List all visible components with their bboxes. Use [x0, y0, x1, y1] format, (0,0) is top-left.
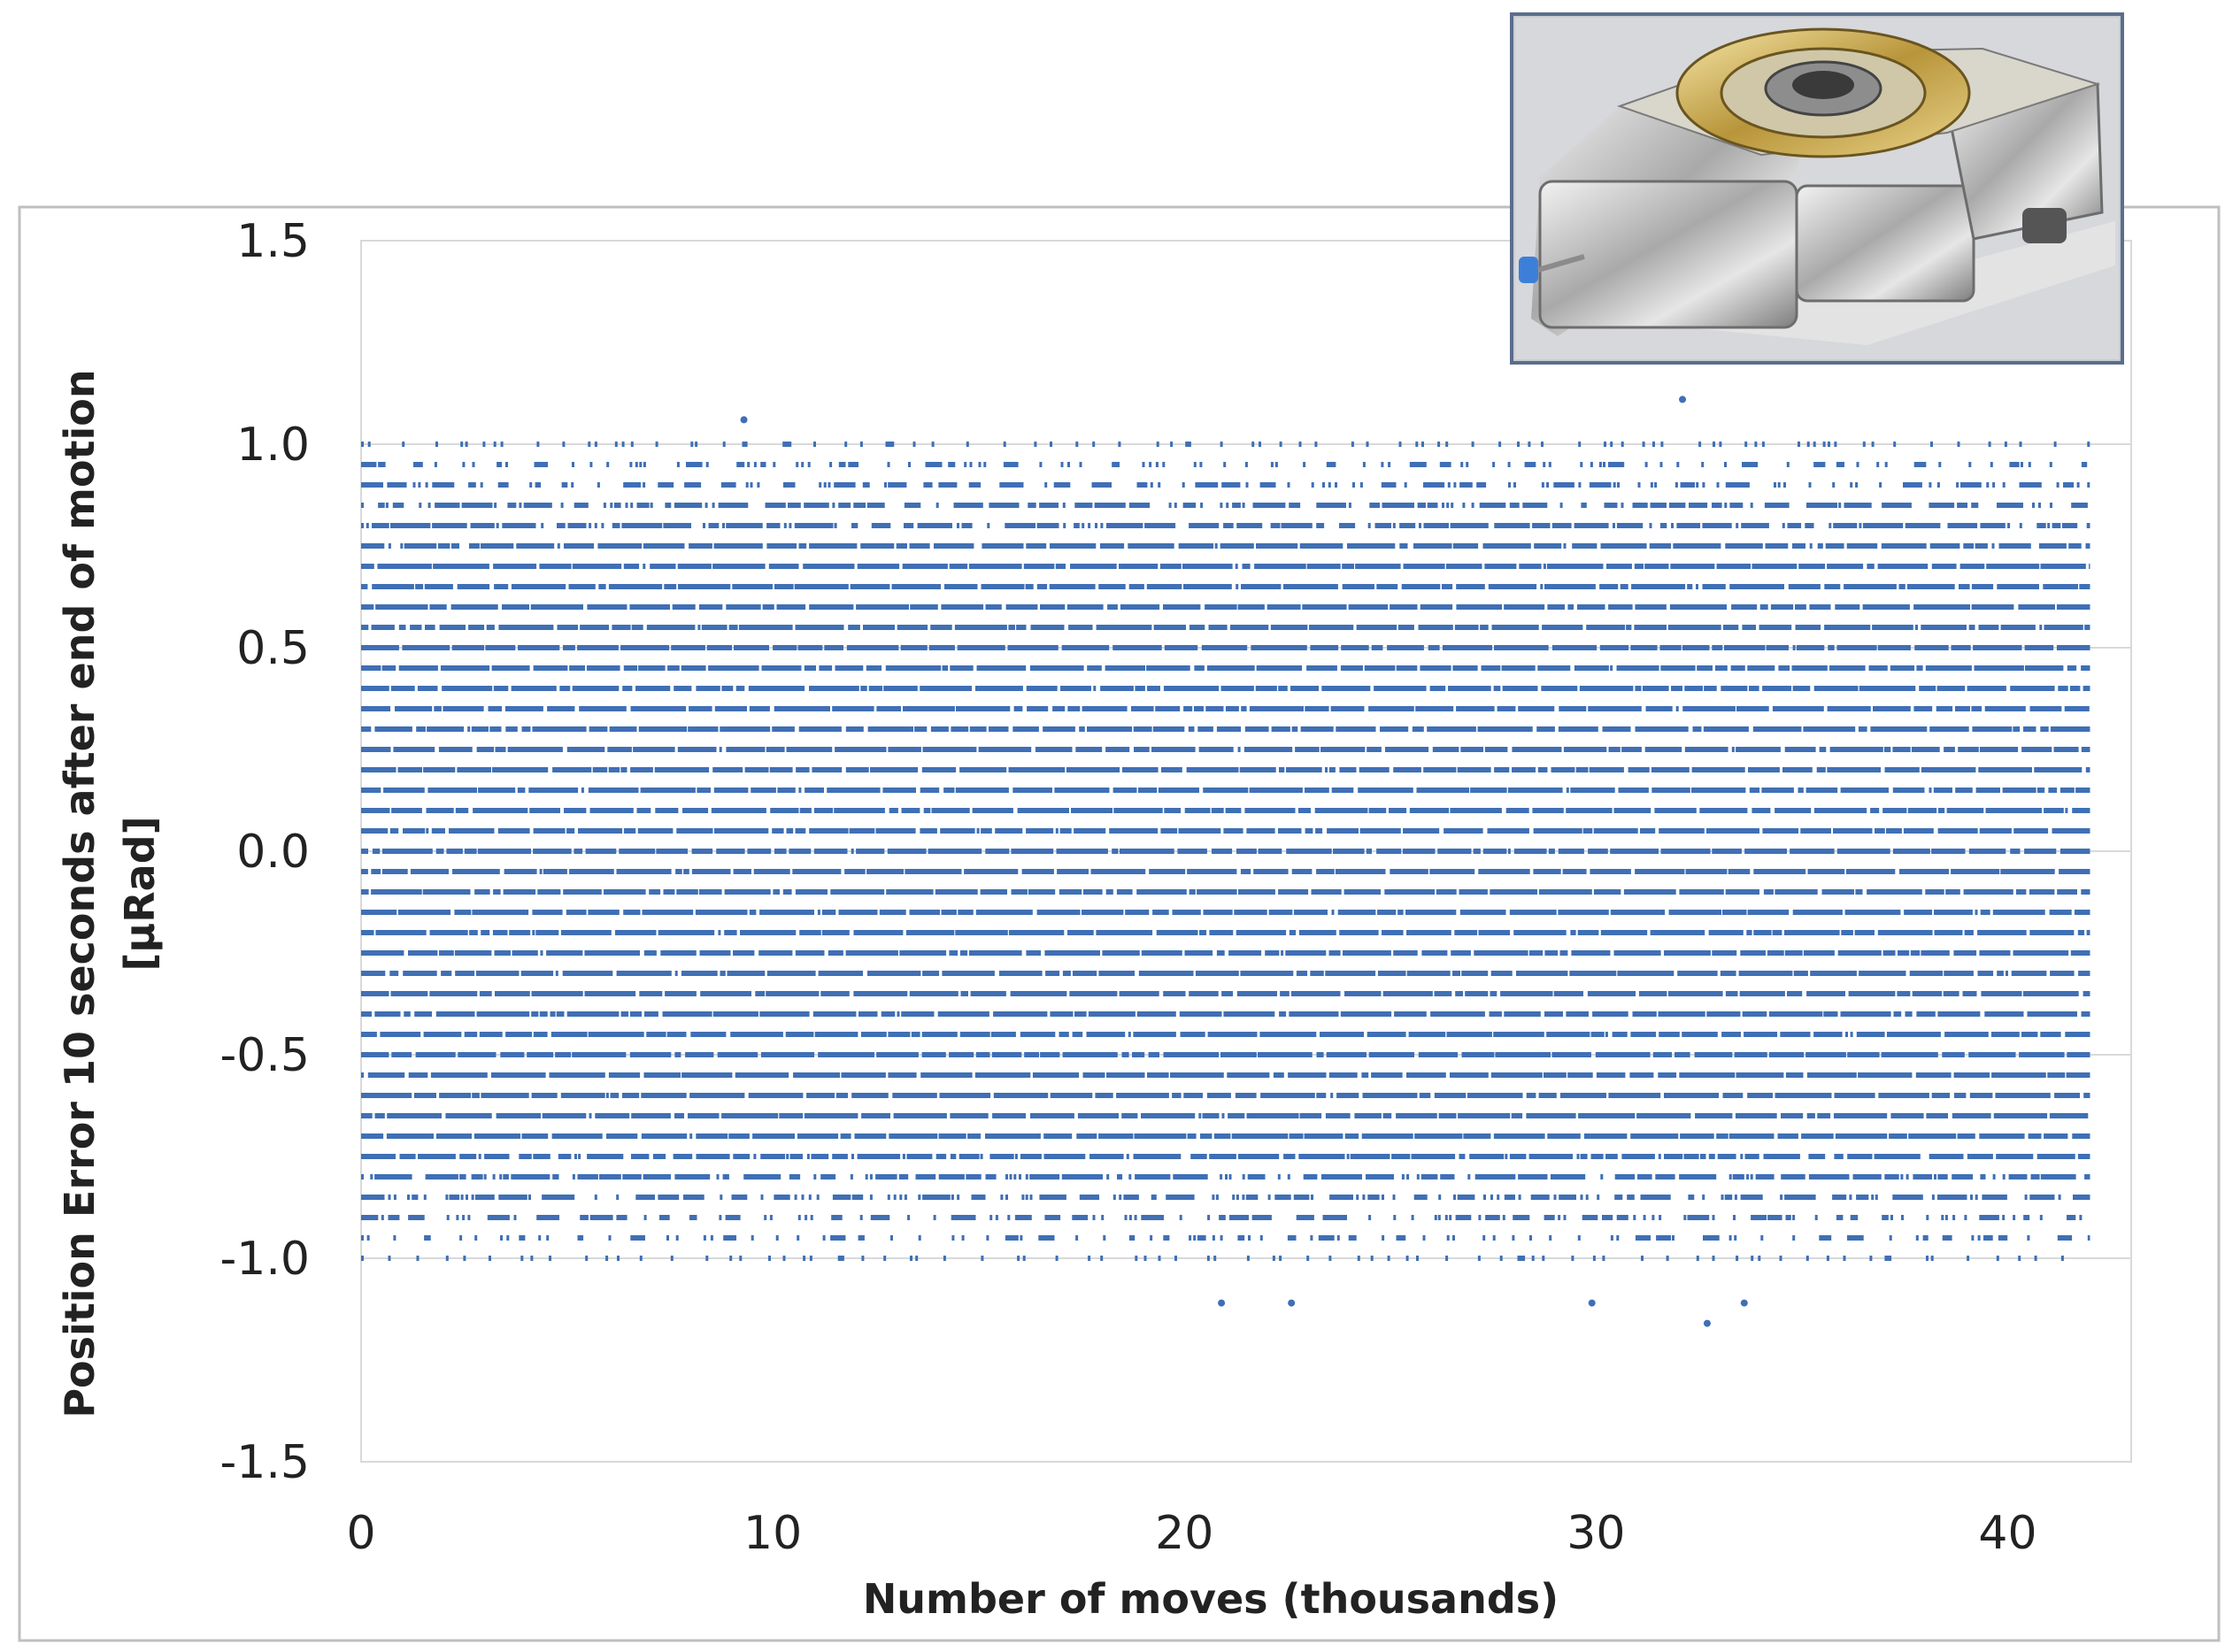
outlier-point [740, 416, 748, 424]
x-axis-title: Number of moves (thousands) [863, 1575, 1559, 1623]
y-axis-title-unit: [µRad] [116, 816, 164, 971]
outlier-point [1679, 396, 1687, 403]
x-tick-label: 40 [1978, 1507, 2036, 1560]
y-tick-label: 1.5 [236, 215, 310, 268]
y-axis-tick-labels: 1.5 1.0 0.5 0.0 -0.5 -1.0 -1.5 [220, 215, 310, 1489]
y-tick-label: 0.5 [236, 622, 310, 675]
x-tick-label: 30 [1567, 1507, 1625, 1560]
y-tick-label: -0.5 [220, 1029, 310, 1082]
outlier-point [1288, 1299, 1296, 1307]
y-tick-label: -1.0 [220, 1233, 310, 1286]
y-axis-title: Position Error 10 seconds after end of m… [56, 369, 104, 1418]
outlier-points [740, 396, 1748, 1327]
outlier-point [1218, 1299, 1226, 1307]
y-tick-label: 0.0 [236, 826, 310, 879]
y-tick-label: -1.5 [220, 1436, 310, 1489]
y-tick-label: 1.0 [236, 419, 310, 472]
x-tick-label: 20 [1155, 1507, 1213, 1560]
x-tick-label: 10 [743, 1507, 802, 1560]
x-axis-tick-labels: 0 10 20 30 40 [346, 1507, 2036, 1560]
outlier-point [1740, 1299, 1748, 1307]
outlier-point [1703, 1319, 1711, 1327]
outlier-point [1588, 1299, 1596, 1307]
inset-photo [1510, 12, 2124, 365]
data-points [361, 442, 2090, 1261]
x-tick-label: 0 [346, 1507, 375, 1560]
